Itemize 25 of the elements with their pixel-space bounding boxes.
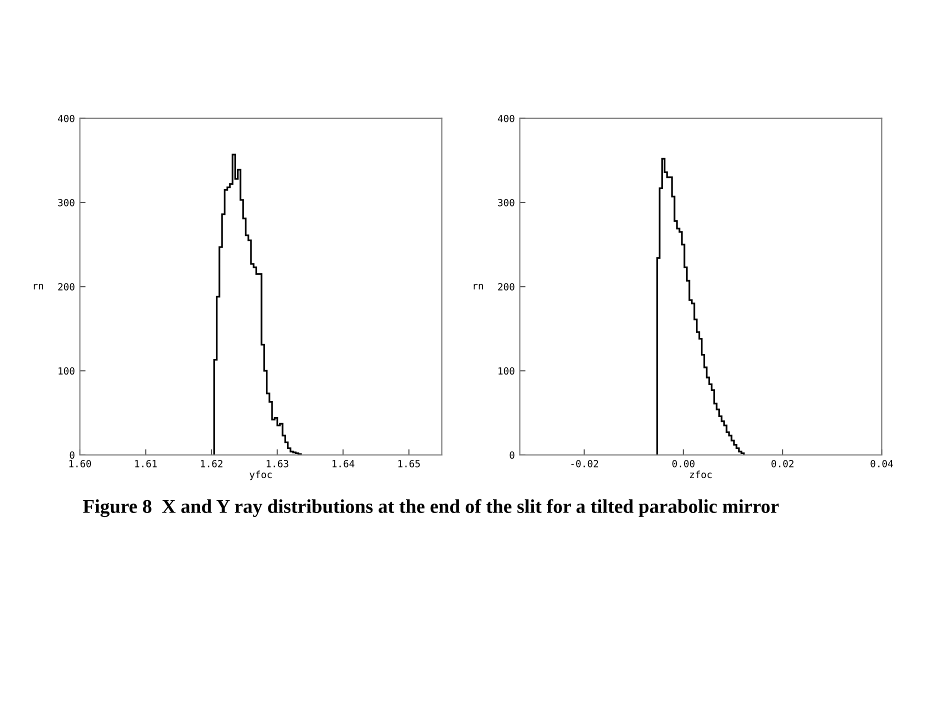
x-tick-label: 0.00	[672, 460, 694, 468]
x-axis-title: yfoc	[250, 470, 272, 480]
x-tick-label: 1.64	[332, 460, 354, 468]
y-axis-title: rn	[474, 284, 483, 290]
x-tick-label: 1.61	[135, 460, 157, 468]
x-tick-label: 0.02	[771, 460, 794, 468]
y-tick-label: 100	[58, 367, 74, 375]
x-tick-label: 1.60	[69, 460, 91, 468]
x-axis-title: zfoc	[690, 470, 712, 478]
y-tick-label: 200	[498, 283, 514, 290]
x-tick-label: 1.62	[200, 460, 222, 468]
y-tick-label: 0	[510, 451, 514, 459]
y-tick-label: 0	[70, 451, 74, 459]
y-tick-label: 100	[498, 367, 514, 375]
y-axis-title: rn	[34, 284, 44, 290]
x-tick-label: 1.63	[266, 460, 288, 468]
x-tick-label: 1.65	[398, 460, 420, 468]
y-tick-label: 400	[58, 114, 74, 122]
y-tick-label: 400	[498, 114, 514, 122]
caption: Figure 8 X and Y ray distributions at the end of the slit for a tilted parabolic mirror	[83, 499, 779, 518]
x-tick-label: 0.04	[870, 460, 893, 468]
y-tick-label: 300	[498, 198, 514, 206]
y-tick-label: 200	[58, 283, 74, 290]
x-tick-label: -0.02	[571, 460, 598, 468]
y-tick-label: 300	[58, 198, 74, 206]
